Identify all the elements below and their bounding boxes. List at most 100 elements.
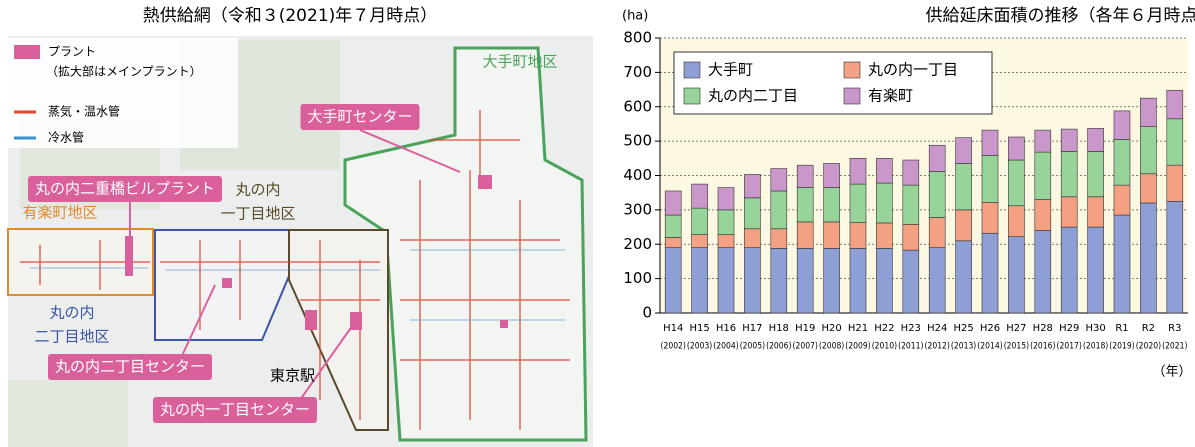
- bar-segment: [982, 130, 998, 155]
- bar-segment: [1061, 227, 1077, 313]
- bar-segment: [1088, 151, 1104, 196]
- x-tick-year: (2003): [687, 342, 712, 352]
- x-tick-year: (2008): [819, 342, 844, 352]
- bar-segment: [956, 210, 972, 241]
- x-tick-label: H19: [795, 323, 815, 334]
- callout-label: 丸の内二丁目センター: [55, 358, 205, 376]
- x-tick-year: (2005): [740, 342, 765, 352]
- figure: 熱供給網（令和３(2021)年７月時点） 供給延床面積の推移（各年６月時点） (…: [0, 0, 1195, 447]
- bar-segment: [718, 235, 734, 248]
- bar-segment: [692, 208, 708, 234]
- x-tick-year: (2010): [872, 342, 897, 352]
- bar-segment: [850, 158, 866, 184]
- x-tick-year: (2015): [1004, 342, 1029, 352]
- y-tick-label: 800: [623, 29, 652, 47]
- bar-segment: [1140, 127, 1156, 174]
- bar-segment: [1114, 139, 1130, 185]
- callout-label: 大手町センター: [307, 108, 412, 126]
- bar-segment: [692, 248, 708, 313]
- bar-segment: [850, 248, 866, 313]
- y-tick-label: 700: [623, 63, 652, 81]
- bar-segment: [929, 248, 945, 313]
- plant-callout: 大手町センター: [300, 104, 419, 130]
- bar-segment: [956, 241, 972, 313]
- legend-label: 丸の内一丁目: [868, 61, 958, 79]
- x-tick-label: H21: [848, 323, 868, 334]
- x-tick-label: H22: [874, 323, 894, 334]
- map-background: [8, 36, 593, 447]
- bar-segment: [771, 229, 787, 249]
- y-tick-label: 500: [623, 132, 652, 150]
- y-tick-label: 200: [623, 235, 652, 253]
- bar-segment: [903, 224, 919, 250]
- area-label: 有楽町地区: [22, 204, 97, 222]
- bar-segment: [824, 248, 840, 313]
- bar-segment: [1061, 129, 1077, 151]
- bar-segment: [876, 183, 892, 223]
- x-tick-year: (2013): [951, 342, 976, 352]
- x-tick-label: H15: [689, 323, 709, 334]
- legend-label: 丸の内二丁目: [708, 87, 798, 105]
- bar-segment: [665, 237, 681, 247]
- bar-segment: [1035, 152, 1051, 199]
- bar-segment: [903, 160, 919, 185]
- landmark-label: 東京駅: [270, 367, 315, 385]
- plant-callout: 丸の内二丁目センター: [48, 354, 212, 380]
- bar-segment: [797, 165, 813, 187]
- x-tick-label: H29: [1059, 323, 1079, 334]
- legend-swatch: [14, 45, 40, 59]
- bar-segment: [876, 248, 892, 313]
- x-tick-year: (2009): [845, 342, 870, 352]
- bar-segment: [824, 222, 840, 248]
- bar-segment: [1140, 203, 1156, 313]
- bar-segment: [692, 184, 708, 208]
- x-tick-year: (2004): [713, 342, 738, 352]
- bar-segment: [665, 191, 681, 215]
- bar-segment: [1140, 98, 1156, 127]
- callout-label: 丸の内一丁目センター: [160, 401, 310, 419]
- x-tick-year: (2017): [1057, 342, 1082, 352]
- map-title: 熱供給網（令和３(2021)年７月時点）: [143, 6, 438, 26]
- x-tick-label: H27: [1006, 323, 1026, 334]
- bar-segment: [1167, 119, 1183, 165]
- bar-segment: [797, 222, 813, 248]
- bar-segment: [771, 169, 787, 191]
- bar-segment: [718, 210, 734, 235]
- bar-segment: [1114, 215, 1130, 313]
- bar-segment: [1167, 90, 1183, 119]
- x-tick-year: (2018): [1083, 342, 1108, 352]
- bar-segment: [1088, 128, 1104, 151]
- x-tick-year: (2019): [1109, 342, 1134, 352]
- x-tick-label: H26: [980, 323, 1000, 334]
- area-label: 丸の内: [49, 304, 94, 322]
- legend-swatch: [684, 62, 700, 78]
- chart-title: 供給延床面積の推移（各年６月時点）: [926, 6, 1195, 26]
- page: {"map": { "title": "熱供給網（令和３(2021)年７月時点）…: [0, 0, 1195, 447]
- bar-segment: [1008, 237, 1024, 313]
- legend-swatch: [684, 88, 700, 104]
- bar-segment: [1088, 197, 1104, 227]
- x-tick-label: R3: [1168, 323, 1181, 334]
- bar-segment: [665, 248, 681, 313]
- legend-swatch: [844, 62, 860, 78]
- plant-callout: 丸の内一丁目センター: [153, 397, 317, 423]
- bar-segment: [797, 188, 813, 222]
- area-label: 二丁目地区: [34, 328, 109, 346]
- x-unit: （年）: [1152, 365, 1191, 380]
- bar-segment: [1035, 231, 1051, 314]
- bar-segment: [929, 171, 945, 217]
- bar-segment: [850, 184, 866, 223]
- bar-segment: [797, 248, 813, 313]
- x-tick-label: H17: [742, 323, 762, 334]
- x-tick-year: (2012): [925, 342, 950, 352]
- y-unit: (ha): [622, 9, 648, 24]
- x-tick-year: (2011): [898, 342, 923, 352]
- callout-label: 丸の内二重橋ビルプラント: [35, 180, 215, 198]
- bar-segment: [982, 156, 998, 203]
- y-tick-label: 0: [642, 304, 652, 322]
- bar-segment: [1008, 160, 1024, 206]
- bar-segment: [1140, 174, 1156, 203]
- area-label: 一丁目地区: [220, 205, 295, 223]
- bar-segment: [956, 138, 972, 164]
- legend-label: 有楽町: [868, 87, 913, 105]
